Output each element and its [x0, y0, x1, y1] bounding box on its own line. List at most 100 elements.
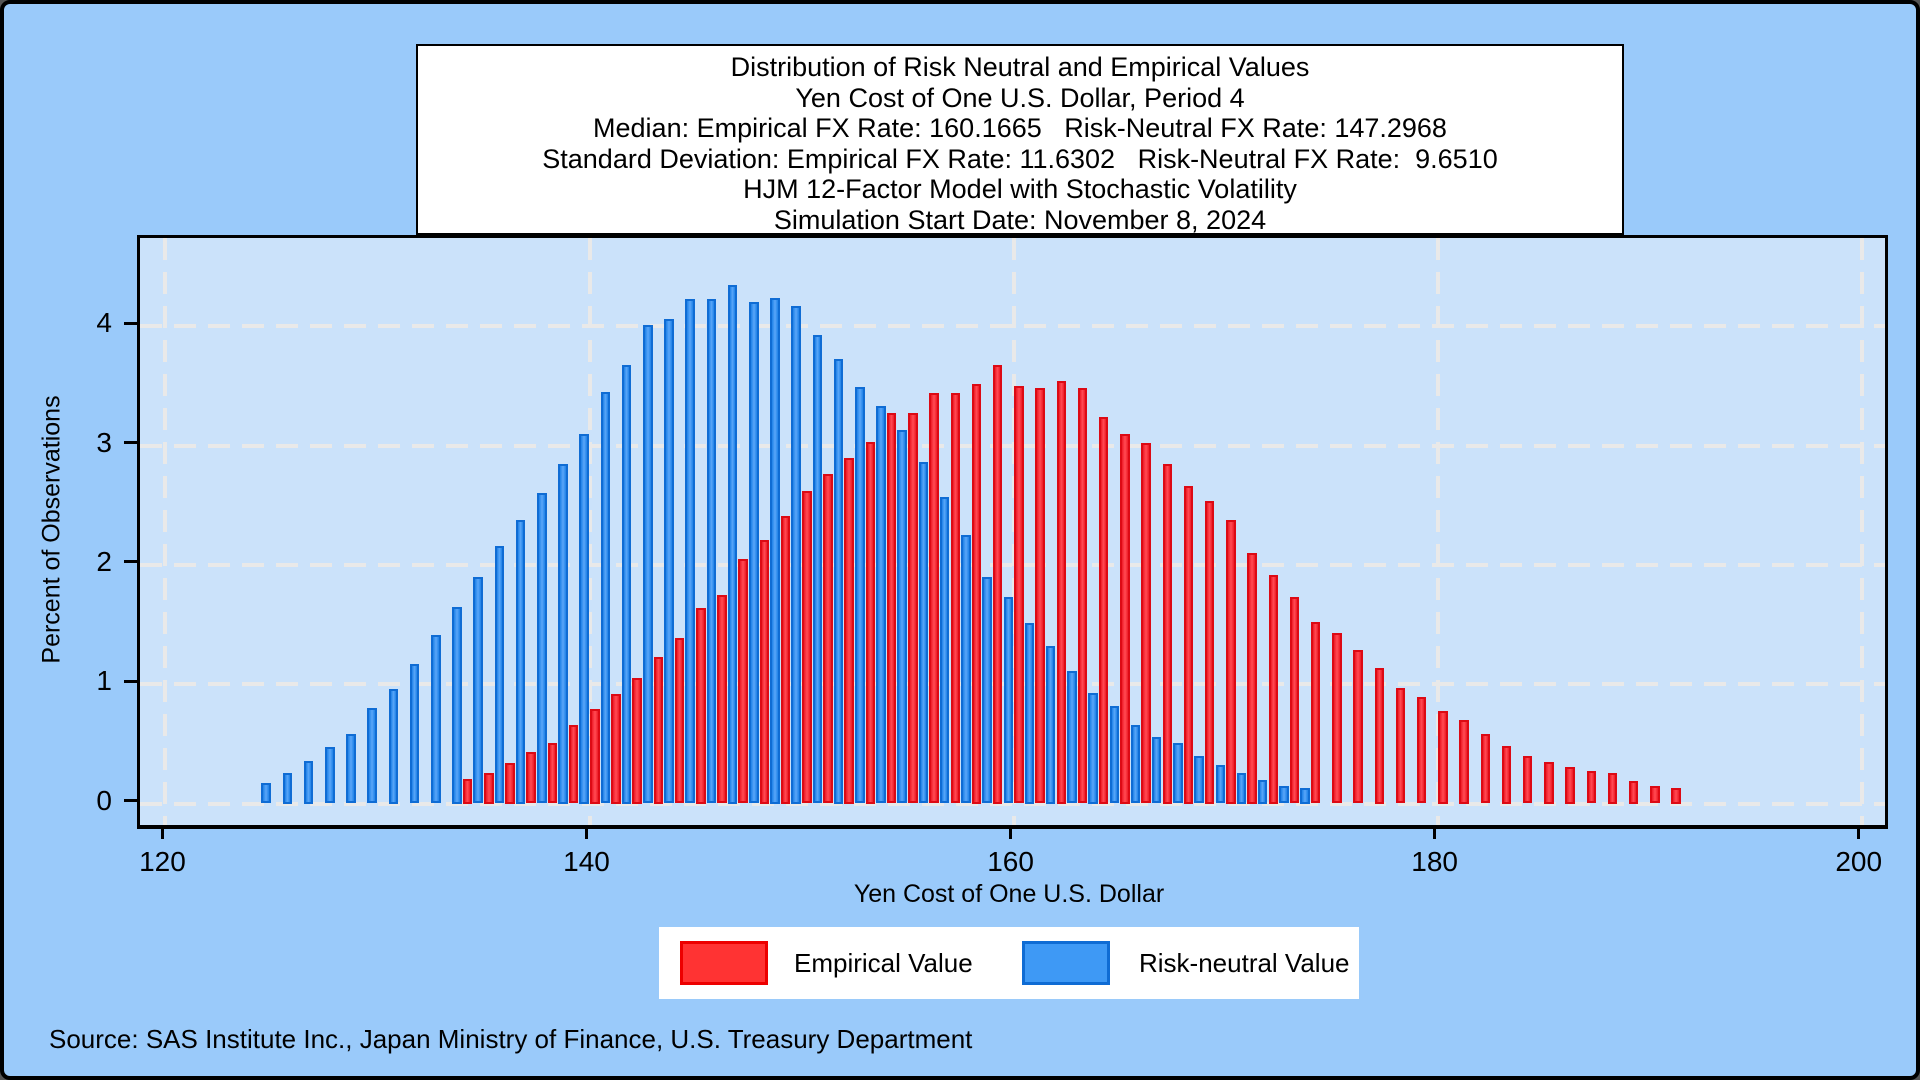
red-bar	[1056, 381, 1067, 804]
blue-bar	[367, 708, 377, 804]
blue-bar	[579, 433, 589, 804]
red-bar	[1438, 710, 1448, 804]
blue-bar	[473, 576, 483, 804]
blue-bar	[727, 284, 738, 804]
x-tick-label: 120	[139, 846, 186, 877]
red-bar	[1226, 519, 1236, 804]
blue-bar	[855, 387, 865, 804]
blue-bar	[749, 302, 759, 804]
blue-bar	[346, 734, 356, 804]
y-tick	[124, 321, 137, 325]
red-bar	[759, 539, 770, 804]
blue-bar	[537, 493, 547, 804]
red-bar	[1628, 780, 1639, 804]
blue-bar	[1024, 623, 1035, 804]
red-bar	[1035, 388, 1045, 804]
y-tick	[124, 441, 137, 445]
blue-bar	[1130, 724, 1141, 804]
red-bar	[1353, 649, 1363, 804]
plot-area	[137, 235, 1888, 829]
red-bar	[653, 656, 664, 804]
x-tick-label: 140	[563, 846, 610, 877]
red-bar	[1374, 667, 1385, 804]
legend: Empirical Value Risk-neutral Value	[659, 927, 1359, 999]
x-tick-label: 160	[987, 846, 1034, 877]
title-line-6: Simulation Start Date: November 8, 2024	[773, 204, 1267, 235]
blue-bar	[1236, 772, 1247, 804]
red-bar	[1120, 433, 1130, 804]
blue-bar	[939, 496, 950, 804]
red-bar	[1671, 788, 1681, 804]
red-bar	[462, 778, 473, 804]
blue-bar	[706, 298, 717, 804]
blue-bar	[494, 545, 505, 804]
blue-bar	[1300, 788, 1310, 804]
red-bar	[526, 752, 536, 804]
v-gridline	[163, 238, 168, 825]
blue-bar	[261, 783, 271, 804]
red-bar	[844, 457, 854, 804]
v-gridline	[1011, 238, 1016, 825]
blue-bar	[431, 635, 441, 804]
red-bar	[780, 516, 791, 804]
title-line-5: HJM 12-Factor Model with Stochastic Vola…	[743, 174, 1297, 204]
blue-bar	[1194, 755, 1204, 804]
y-tick	[124, 799, 137, 803]
red-bar	[1332, 632, 1342, 804]
blue-bar	[1257, 779, 1268, 804]
red-bar	[1098, 417, 1109, 804]
red-bar	[802, 490, 812, 804]
v-gridline	[1435, 238, 1440, 825]
red-bar	[1077, 388, 1088, 804]
red-bar	[992, 364, 1003, 804]
red-bar	[1247, 553, 1257, 804]
blue-bar	[791, 306, 801, 804]
red-bar	[1014, 385, 1024, 804]
red-bar	[929, 393, 939, 804]
y-tick-label: 2	[96, 545, 112, 577]
red-bar	[1204, 500, 1215, 804]
blue-bar	[452, 606, 462, 804]
blue-bar	[643, 325, 653, 804]
red-bar	[1416, 697, 1427, 804]
blue-bar	[1173, 742, 1183, 804]
red-bar	[1544, 761, 1554, 804]
blue-bar	[1151, 736, 1162, 804]
red-bar	[1310, 622, 1321, 804]
red-bar	[674, 637, 685, 804]
title-line-4: Standard Deviation: Empirical FX Rate: 1…	[542, 143, 1498, 174]
blue-bar	[833, 358, 844, 804]
red-bar	[590, 709, 600, 804]
y-tick-label: 0	[96, 784, 112, 816]
blue-bar	[876, 406, 886, 804]
red-bar	[611, 693, 621, 804]
blue-bar	[897, 430, 907, 804]
x-tick	[1857, 826, 1861, 839]
red-bar	[568, 724, 579, 804]
source-note: Source: SAS Institute Inc., Japan Minist…	[49, 1024, 973, 1054]
v-gridline	[587, 238, 592, 825]
red-bar	[1501, 746, 1512, 804]
x-tick	[1009, 826, 1013, 839]
title-line-2: Yen Cost of One U.S. Dollar, Period 4	[795, 82, 1245, 113]
blue-bar	[325, 747, 335, 804]
red-bar	[865, 442, 876, 804]
blue-bar	[685, 298, 695, 804]
red-bar	[1459, 720, 1469, 804]
title-line-3: Median: Empirical FX Rate: 160.1665 Risk…	[593, 113, 1447, 143]
x-tick	[585, 826, 588, 839]
blue-bar	[1067, 671, 1077, 804]
red-bar	[1607, 772, 1618, 804]
title-line-1: Distribution of Risk Neutral and Empiric…	[730, 52, 1310, 82]
y-tick	[124, 679, 137, 683]
v-gridline	[1859, 238, 1864, 825]
empirical-value-label: Empirical Value	[794, 948, 973, 978]
red-bar	[1268, 574, 1279, 804]
red-bar	[1141, 443, 1151, 804]
red-bar	[505, 763, 515, 804]
red-bar	[823, 474, 833, 804]
blue-bar	[282, 772, 293, 804]
blue-bar	[1215, 765, 1226, 804]
blue-bar	[770, 297, 780, 804]
red-bar	[950, 393, 961, 804]
